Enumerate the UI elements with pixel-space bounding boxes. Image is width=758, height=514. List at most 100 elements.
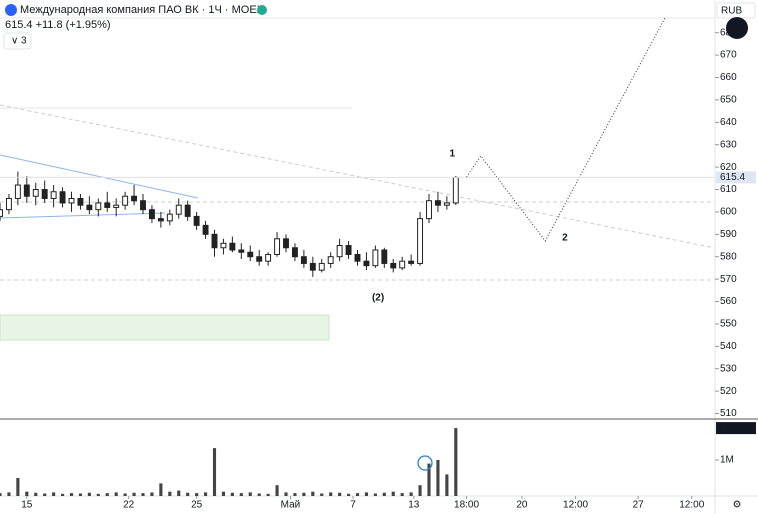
y-tick-label: 640 — [720, 117, 737, 128]
candle-body — [166, 213, 173, 222]
volume-bar — [87, 492, 91, 496]
candle-body — [256, 256, 263, 262]
y-tick-label: 670 — [720, 50, 737, 61]
candle-body — [363, 260, 370, 267]
y-tick-label: 630 — [720, 139, 737, 150]
x-tick-label: 13 — [408, 500, 420, 511]
volume-bar — [78, 493, 83, 496]
volume-bar — [302, 492, 306, 496]
indicators-toggle[interactable] — [3, 32, 32, 50]
x-tick-label: 27 — [633, 500, 645, 511]
header: Международная компания ПАО ВК · 1Ч · MOE… — [3, 2, 756, 511]
x-tick-label: 12:00 — [563, 500, 588, 511]
volume-bar — [409, 492, 413, 496]
candle-body — [336, 245, 343, 258]
volume-bar — [320, 493, 324, 496]
volume-bar — [150, 492, 154, 496]
candle-body — [381, 249, 388, 264]
candle-body — [434, 200, 441, 206]
wave-label: 1 — [449, 148, 455, 159]
volume-bar — [329, 492, 333, 496]
y-tick-label: 530 — [720, 363, 737, 374]
volume-bar — [221, 491, 226, 496]
y-tick-label: 540 — [720, 341, 737, 352]
status-icon — [257, 5, 267, 15]
y-tick-label: 570 — [720, 274, 737, 285]
candle-body — [131, 195, 138, 202]
candle-body — [202, 224, 209, 235]
y-tick-label: 610 — [720, 184, 737, 195]
candle-body — [345, 245, 352, 255]
volume-bar — [400, 493, 404, 496]
volume-bar — [355, 493, 360, 496]
candle-body — [220, 242, 227, 249]
volume-bar — [338, 492, 342, 496]
x-tick-label: Май — [281, 500, 301, 511]
candle-body — [59, 191, 66, 204]
volume-bar — [391, 491, 395, 496]
candle-body — [122, 195, 129, 206]
candle-body — [408, 260, 415, 264]
volume-bar — [132, 492, 136, 496]
volume-bar — [445, 474, 449, 496]
y-tick-label: 550 — [720, 319, 737, 330]
volume-bar — [123, 493, 127, 496]
candle-body — [300, 256, 307, 264]
projection-line — [466, 17, 666, 242]
avatar[interactable] — [726, 17, 748, 39]
candle-body — [452, 176, 459, 204]
chevron[interactable]: ∨ — [11, 36, 18, 47]
volume-bar — [25, 491, 29, 496]
y-tick-label: 520 — [720, 386, 737, 397]
y-tick-label: 660 — [720, 72, 737, 83]
x-tick-label: 25 — [191, 500, 203, 511]
plot: 510 520 530 540 550 560 570 580 590 600 610 620 630 6… — [0, 17, 756, 511]
volume-bar — [427, 463, 431, 496]
volume-bar — [60, 493, 65, 496]
candle-body — [157, 218, 164, 222]
candle-body — [175, 204, 182, 215]
candle-body — [148, 209, 155, 220]
x-tick-label: 15 — [21, 500, 33, 511]
volume-bar — [7, 492, 11, 496]
candle-body — [14, 184, 21, 199]
candle-body — [309, 262, 316, 271]
volume-bar — [257, 493, 261, 496]
trend-line — [0, 104, 716, 249]
symbol-title: Международная компания ПАО ВК · 1Ч · MOE… — [20, 4, 265, 16]
volume-bar — [248, 492, 252, 496]
candle-body — [238, 249, 245, 253]
y-tick-label: 600 — [720, 207, 737, 218]
volume-bar — [346, 493, 351, 496]
candle-body — [77, 197, 84, 206]
wave-label: (2) — [372, 293, 384, 304]
candle-body — [283, 238, 289, 249]
volume-bar — [418, 485, 422, 496]
candle-body — [32, 189, 39, 197]
y-tick-label: 580 — [720, 251, 737, 262]
volume-bar — [159, 483, 163, 496]
volume-bar — [69, 493, 74, 496]
y-tick-label: 620 — [720, 162, 737, 173]
volume-bar — [382, 492, 386, 496]
candle-body — [390, 262, 397, 269]
volume-bar — [275, 485, 279, 496]
last-price-box — [716, 171, 756, 184]
trend-line — [0, 212, 166, 219]
highlight-circle — [417, 455, 433, 471]
candle-body — [0, 209, 3, 217]
candle-body — [193, 215, 200, 226]
x-tick-label: 22 — [123, 500, 135, 511]
settings-icon[interactable]: ⚙ — [733, 500, 742, 511]
candle-body — [23, 184, 30, 197]
candle-body — [229, 242, 236, 251]
indicators-count[interactable]: 3 — [21, 36, 27, 47]
candle-body — [354, 253, 361, 262]
volume-bar — [141, 493, 145, 496]
volume-bar — [266, 493, 270, 496]
x-tick-label: 7 — [350, 500, 356, 511]
currency[interactable]: RUB — [721, 6, 742, 17]
y-tick-label: 560 — [720, 296, 737, 307]
